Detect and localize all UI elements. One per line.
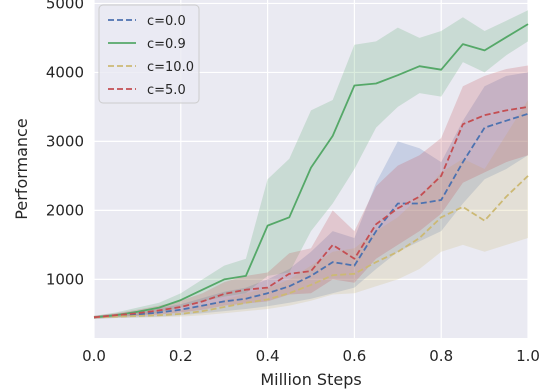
grid-lines: [93, 0, 529, 338]
y-tick-labels: 1000 2000 3000 4000 5000: [46, 0, 84, 288]
x-tick-label: 1.0: [516, 347, 540, 365]
y-tick-label: 5000: [46, 0, 84, 12]
line-c-10-0: [93, 175, 529, 319]
x-tick-label: 0.4: [256, 347, 280, 365]
x-tick-label: 0.2: [169, 347, 193, 365]
band-c-0-9: [94, 10, 528, 319]
x-tick-labels: 0.0 0.2 0.4 0.6 0.8 1.0: [82, 347, 540, 365]
y-tick-label: 4000: [46, 63, 84, 81]
band-c-10-0: [94, 100, 528, 319]
legend-box: [98, 4, 200, 104]
confidence-bands: [94, 10, 528, 319]
y-tick-label: 1000: [46, 270, 84, 288]
x-tick-label: 0.6: [342, 347, 366, 365]
line-c-0-0: [93, 112, 529, 319]
legend-label-c-0-9: c=0.9: [147, 37, 186, 52]
legend: c=0.0 c=0.9 c=10.0 c=5.0: [98, 4, 200, 104]
band-c-0-0: [94, 72, 528, 319]
x-tick-label: 0.0: [82, 347, 106, 365]
y-tick-label: 3000: [46, 132, 84, 150]
line-c-5-0: [93, 106, 529, 319]
y-tick-label: 2000: [46, 201, 84, 219]
x-axis-label: Million Steps: [260, 370, 361, 389]
legend-label-c-10-0: c=10.0: [147, 60, 194, 75]
legend-label-c-0-0: c=0.0: [147, 14, 186, 29]
band-c-5-0: [94, 65, 528, 319]
x-tick-label: 0.8: [429, 347, 453, 365]
y-axis-label: Performance: [12, 118, 31, 219]
line-c-0-9: [93, 23, 529, 319]
legend-label-c-5-0: c=5.0: [147, 83, 186, 98]
series-lines: [93, 23, 529, 319]
